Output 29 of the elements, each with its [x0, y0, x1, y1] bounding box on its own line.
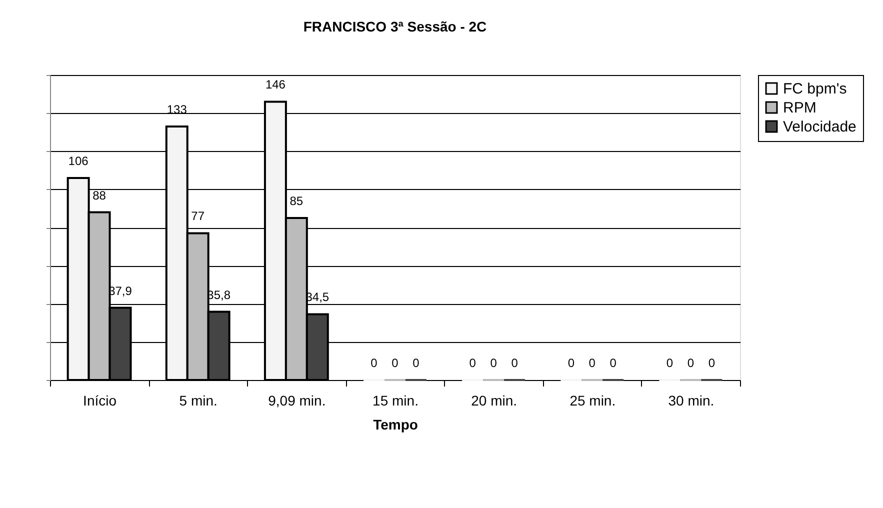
data-label: 146	[265, 78, 286, 92]
data-label: 0	[370, 356, 378, 370]
data-label: 0	[666, 356, 674, 370]
legend-label: Velocidade	[783, 118, 856, 136]
data-label: 0	[490, 356, 498, 370]
x-tick-label: 5 min.	[179, 392, 218, 408]
data-label: 77	[191, 209, 205, 224]
legend-label: FC bpm's	[783, 80, 847, 98]
x-tick-label: 20 min.	[471, 392, 518, 408]
data-label: 85	[290, 194, 304, 208]
x-tick-label: 25 min.	[570, 392, 616, 408]
chart-title: FRANCISCO 3ª Sessão - 2C	[303, 18, 487, 34]
x-tick-label: 30 min.	[668, 392, 714, 408]
data-label: 0	[412, 356, 420, 370]
data-label: 0	[392, 356, 399, 370]
x-tick-label: Início	[83, 392, 117, 408]
data-label: 0	[568, 356, 575, 370]
data-label: 106	[68, 154, 89, 168]
legend-label: RPM	[783, 100, 816, 116]
data-label: 0	[588, 356, 596, 370]
data-label: 0	[687, 356, 694, 370]
x-tick-label: 15 min.	[372, 392, 418, 408]
data-label: 0	[469, 356, 476, 370]
x-axis-title: Tempo	[373, 416, 418, 432]
data-label: 0	[610, 356, 617, 370]
data-label: 88	[92, 188, 106, 202]
x-tick-label: 9,09 min.	[268, 392, 326, 408]
data-label: 0	[708, 356, 716, 370]
data-label: 0	[511, 356, 518, 370]
